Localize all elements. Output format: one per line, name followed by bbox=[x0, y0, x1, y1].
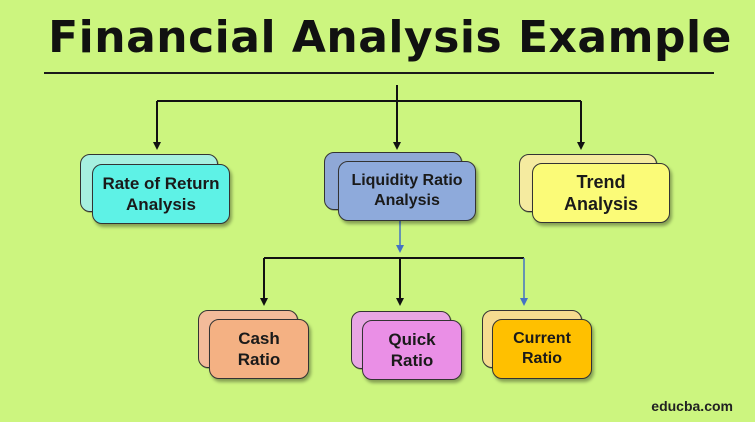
current-ratio-line1: Current bbox=[513, 330, 571, 347]
cash-ratio-label: Cash Ratio bbox=[209, 319, 309, 379]
cash-ratio-line2: Ratio bbox=[237, 350, 281, 369]
rate-of-return-line2: Analysis bbox=[126, 195, 196, 214]
rate-of-return-label: Rate of Return Analysis bbox=[92, 164, 230, 224]
current-ratio-label: Current Ratio bbox=[492, 319, 592, 379]
liquidity-ratio-line2: Analysis bbox=[374, 192, 440, 209]
cash-ratio-line1: Cash bbox=[238, 328, 280, 348]
trend-label: Trend Analysis bbox=[532, 163, 670, 223]
quick-ratio-line1: Quick bbox=[388, 329, 436, 349]
current-ratio-line2: Ratio bbox=[522, 350, 562, 367]
trend-line2: Analysis bbox=[563, 194, 639, 214]
liquidity-ratio-label: Liquidity Ratio Analysis bbox=[338, 161, 476, 221]
quick-ratio-label: Quick Ratio bbox=[362, 320, 462, 380]
rate-of-return-line1: Rate of Return bbox=[102, 173, 220, 193]
trend-line1: Trend bbox=[576, 171, 626, 192]
title-underline bbox=[44, 72, 714, 74]
page-title: Financial Analysis Example bbox=[48, 12, 732, 63]
watermark: educba.com bbox=[651, 398, 733, 414]
liquidity-ratio-line1: Liquidity Ratio bbox=[351, 172, 463, 189]
quick-ratio-line2: Ratio bbox=[390, 351, 434, 370]
